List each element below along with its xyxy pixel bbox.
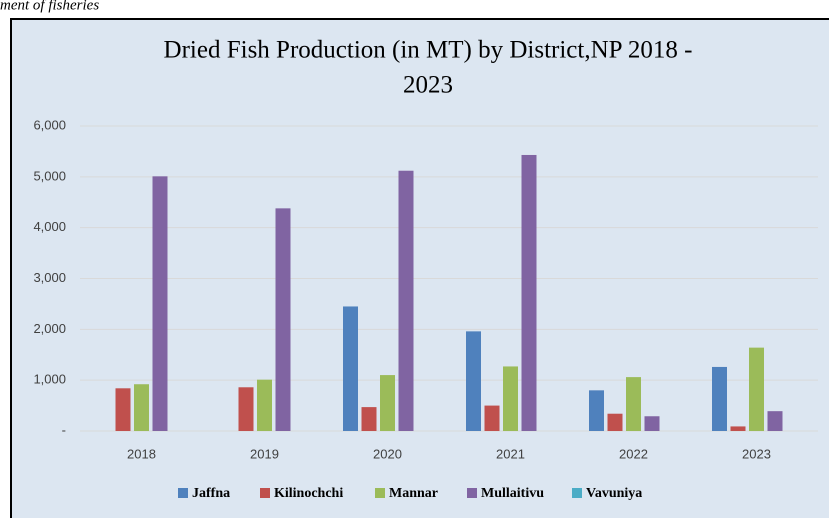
bar <box>134 384 149 431</box>
legend-label: Mullaitivu <box>481 486 544 501</box>
bar <box>343 306 358 431</box>
bar <box>712 366 727 431</box>
x-tick-label: 2021 <box>496 446 525 461</box>
legend-swatch <box>178 488 188 498</box>
bar <box>521 154 537 431</box>
bar <box>361 407 377 431</box>
bar <box>626 377 641 431</box>
x-tick-label: 2023 <box>742 446 771 461</box>
y-tick-label: 2,000 <box>33 321 66 336</box>
legend-swatch <box>467 488 477 498</box>
legend-swatch <box>572 488 582 498</box>
bar <box>380 375 395 431</box>
bar <box>730 426 746 431</box>
x-tick-label: 2020 <box>373 446 402 461</box>
bar <box>767 411 783 431</box>
y-tick-label: 5,000 <box>33 168 66 183</box>
x-tick-label: 2019 <box>250 446 279 461</box>
y-tick-label: 3,000 <box>33 270 66 285</box>
legend-label: Vavuniya <box>586 486 642 501</box>
legend-label: Mannar <box>389 486 438 501</box>
y-tick-label: 4,000 <box>33 219 66 234</box>
bar <box>644 416 660 431</box>
bar <box>257 379 272 431</box>
y-tick-label: 6,000 <box>33 117 66 132</box>
bar <box>503 366 518 431</box>
caption: ment of fisheries <box>0 0 99 13</box>
y-tick-label: - <box>62 422 66 437</box>
bar <box>152 176 168 431</box>
chart-frame <box>10 18 829 523</box>
bar <box>115 388 131 431</box>
bar <box>589 390 604 431</box>
chart-title: Dried Fish Production (in MT) by Distric… <box>164 37 693 64</box>
bar <box>238 387 254 431</box>
y-tick-label: 1,000 <box>33 372 66 387</box>
x-tick-label: 2018 <box>127 446 156 461</box>
bar <box>466 331 481 431</box>
bar <box>749 347 764 431</box>
x-tick-label: 2022 <box>619 446 648 461</box>
bar <box>275 208 291 431</box>
legend-label: Jaffna <box>192 486 230 501</box>
legend-swatch <box>260 488 270 498</box>
chart-title: 2023 <box>403 72 453 99</box>
bar <box>398 170 414 431</box>
legend-label: Kilinochchi <box>274 486 343 501</box>
bar <box>484 405 500 431</box>
bar <box>607 413 623 431</box>
legend-swatch <box>375 488 385 498</box>
